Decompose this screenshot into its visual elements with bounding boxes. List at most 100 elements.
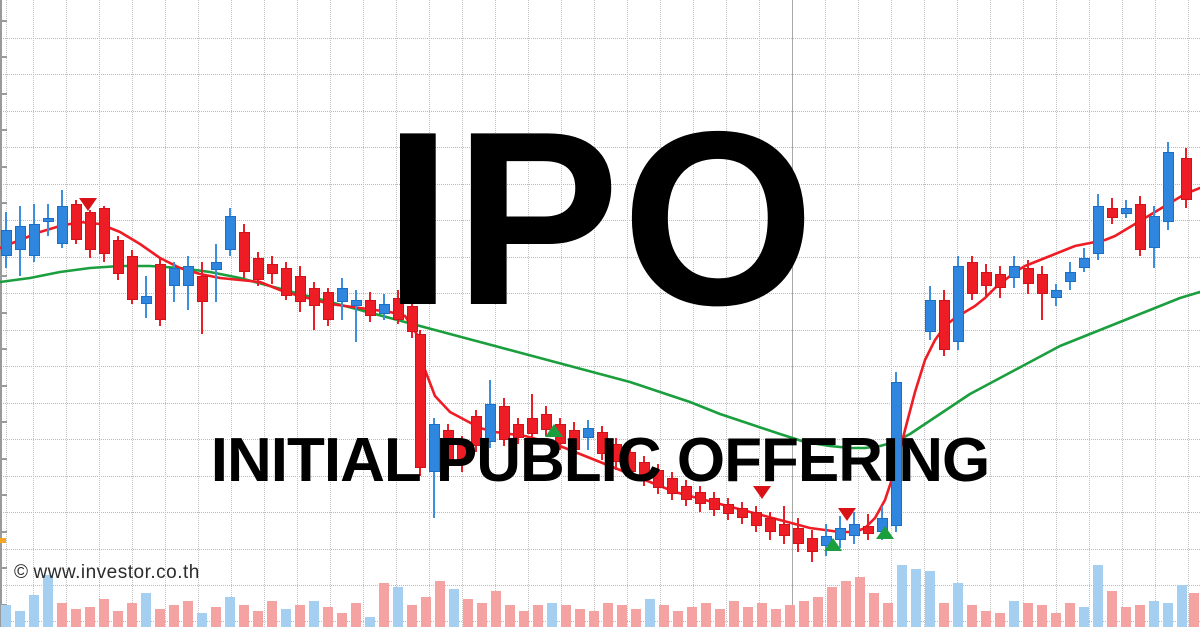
candle-body xyxy=(680,486,692,500)
volume-bar xyxy=(309,601,319,627)
volume-bar xyxy=(729,601,739,627)
candlestick xyxy=(210,244,222,302)
candle-body xyxy=(406,306,418,332)
candle-body xyxy=(890,382,902,526)
candlestick xyxy=(638,456,650,486)
candle-body xyxy=(196,276,208,302)
candle-body xyxy=(224,216,236,250)
candlestick xyxy=(722,498,734,520)
candlestick xyxy=(42,204,54,236)
candle-body xyxy=(568,430,580,450)
candle-body xyxy=(456,442,468,464)
volume-bar xyxy=(673,611,683,627)
candle-body xyxy=(1162,152,1174,222)
volume-bar xyxy=(1177,585,1187,627)
volume-bar xyxy=(1149,601,1159,627)
volume-bar xyxy=(1189,593,1199,627)
candle-body xyxy=(1036,274,1048,294)
axis-marker-current xyxy=(0,538,6,543)
candle-body xyxy=(666,478,678,494)
candle-body xyxy=(14,226,26,250)
candle-body xyxy=(364,300,376,316)
candle-body xyxy=(294,276,306,302)
watermark-text: www.investor.co.th xyxy=(33,562,200,583)
volume-bar xyxy=(547,603,557,627)
volume-bar xyxy=(1079,607,1089,627)
candlestick xyxy=(196,262,208,334)
candle-body xyxy=(806,538,818,552)
volume-bar xyxy=(267,601,277,627)
candle-body xyxy=(428,424,440,472)
candlestick xyxy=(980,264,992,296)
candlestick xyxy=(498,398,510,446)
volume-bar xyxy=(337,613,347,627)
candle-wick xyxy=(313,282,315,330)
volume-bar xyxy=(841,581,851,627)
sell-signal-icon xyxy=(838,508,856,521)
volume-bar xyxy=(1037,605,1047,627)
candlestick xyxy=(392,290,404,324)
candle-body xyxy=(938,300,950,350)
candlestick xyxy=(1148,206,1160,268)
buy-signal-icon xyxy=(876,526,894,539)
candle-body xyxy=(1106,208,1118,218)
axis-tick xyxy=(0,56,7,58)
volume-bar xyxy=(799,601,809,627)
candlestick xyxy=(1092,194,1104,260)
volume-bar xyxy=(1135,605,1145,627)
candle-body xyxy=(336,288,348,302)
candle-body xyxy=(1092,206,1104,254)
volume-bar xyxy=(113,611,123,627)
candlestick xyxy=(512,418,524,444)
volume-bar xyxy=(561,605,571,627)
candlestick xyxy=(484,380,496,448)
candlestick xyxy=(694,486,706,512)
volume-bar xyxy=(57,603,67,627)
volume-bar xyxy=(435,581,445,627)
volume-bar xyxy=(351,603,361,627)
volume-bar xyxy=(589,611,599,627)
candlestick xyxy=(1022,260,1034,294)
volume-bar xyxy=(1093,565,1103,627)
volume-bar xyxy=(1023,603,1033,627)
candle-body xyxy=(484,404,496,442)
candlestick xyxy=(848,512,860,544)
candle-body xyxy=(266,264,278,274)
watermark: © www.investor.co.th xyxy=(14,562,200,584)
axis-tick xyxy=(0,494,7,496)
volume-bar xyxy=(323,607,333,627)
volume-bar xyxy=(295,605,305,627)
candlestick xyxy=(994,266,1006,298)
volume-bar xyxy=(505,605,515,627)
candle-body xyxy=(1022,268,1034,284)
candlestick xyxy=(666,472,678,500)
volume-bar xyxy=(155,609,165,627)
volume-bar xyxy=(1,605,11,627)
candle-body xyxy=(210,262,222,270)
volume-bar xyxy=(379,583,389,627)
page-subtitle: INITIAL PUBLIC OFFERING xyxy=(210,426,990,495)
candle-wick xyxy=(531,394,533,440)
candlestick xyxy=(1106,198,1118,224)
axis-tick xyxy=(0,458,7,460)
candlestick xyxy=(364,292,376,322)
candle-body xyxy=(862,526,874,534)
candle-body xyxy=(140,296,152,304)
volume-bar xyxy=(939,603,949,627)
volume-bar xyxy=(407,605,417,627)
volume-bar xyxy=(1065,603,1075,627)
candlestick xyxy=(126,250,138,304)
candlestick xyxy=(750,506,762,532)
candle-body xyxy=(596,432,608,454)
candlestick xyxy=(14,206,26,276)
candle-body xyxy=(750,512,762,526)
candlestick xyxy=(1064,262,1076,290)
candle-body xyxy=(42,218,54,222)
candle-body xyxy=(98,208,110,254)
candle-body xyxy=(1064,272,1076,282)
volume-bar xyxy=(15,611,25,627)
candle-body xyxy=(84,212,96,250)
candle-body xyxy=(638,462,650,480)
candle-body xyxy=(442,430,454,460)
